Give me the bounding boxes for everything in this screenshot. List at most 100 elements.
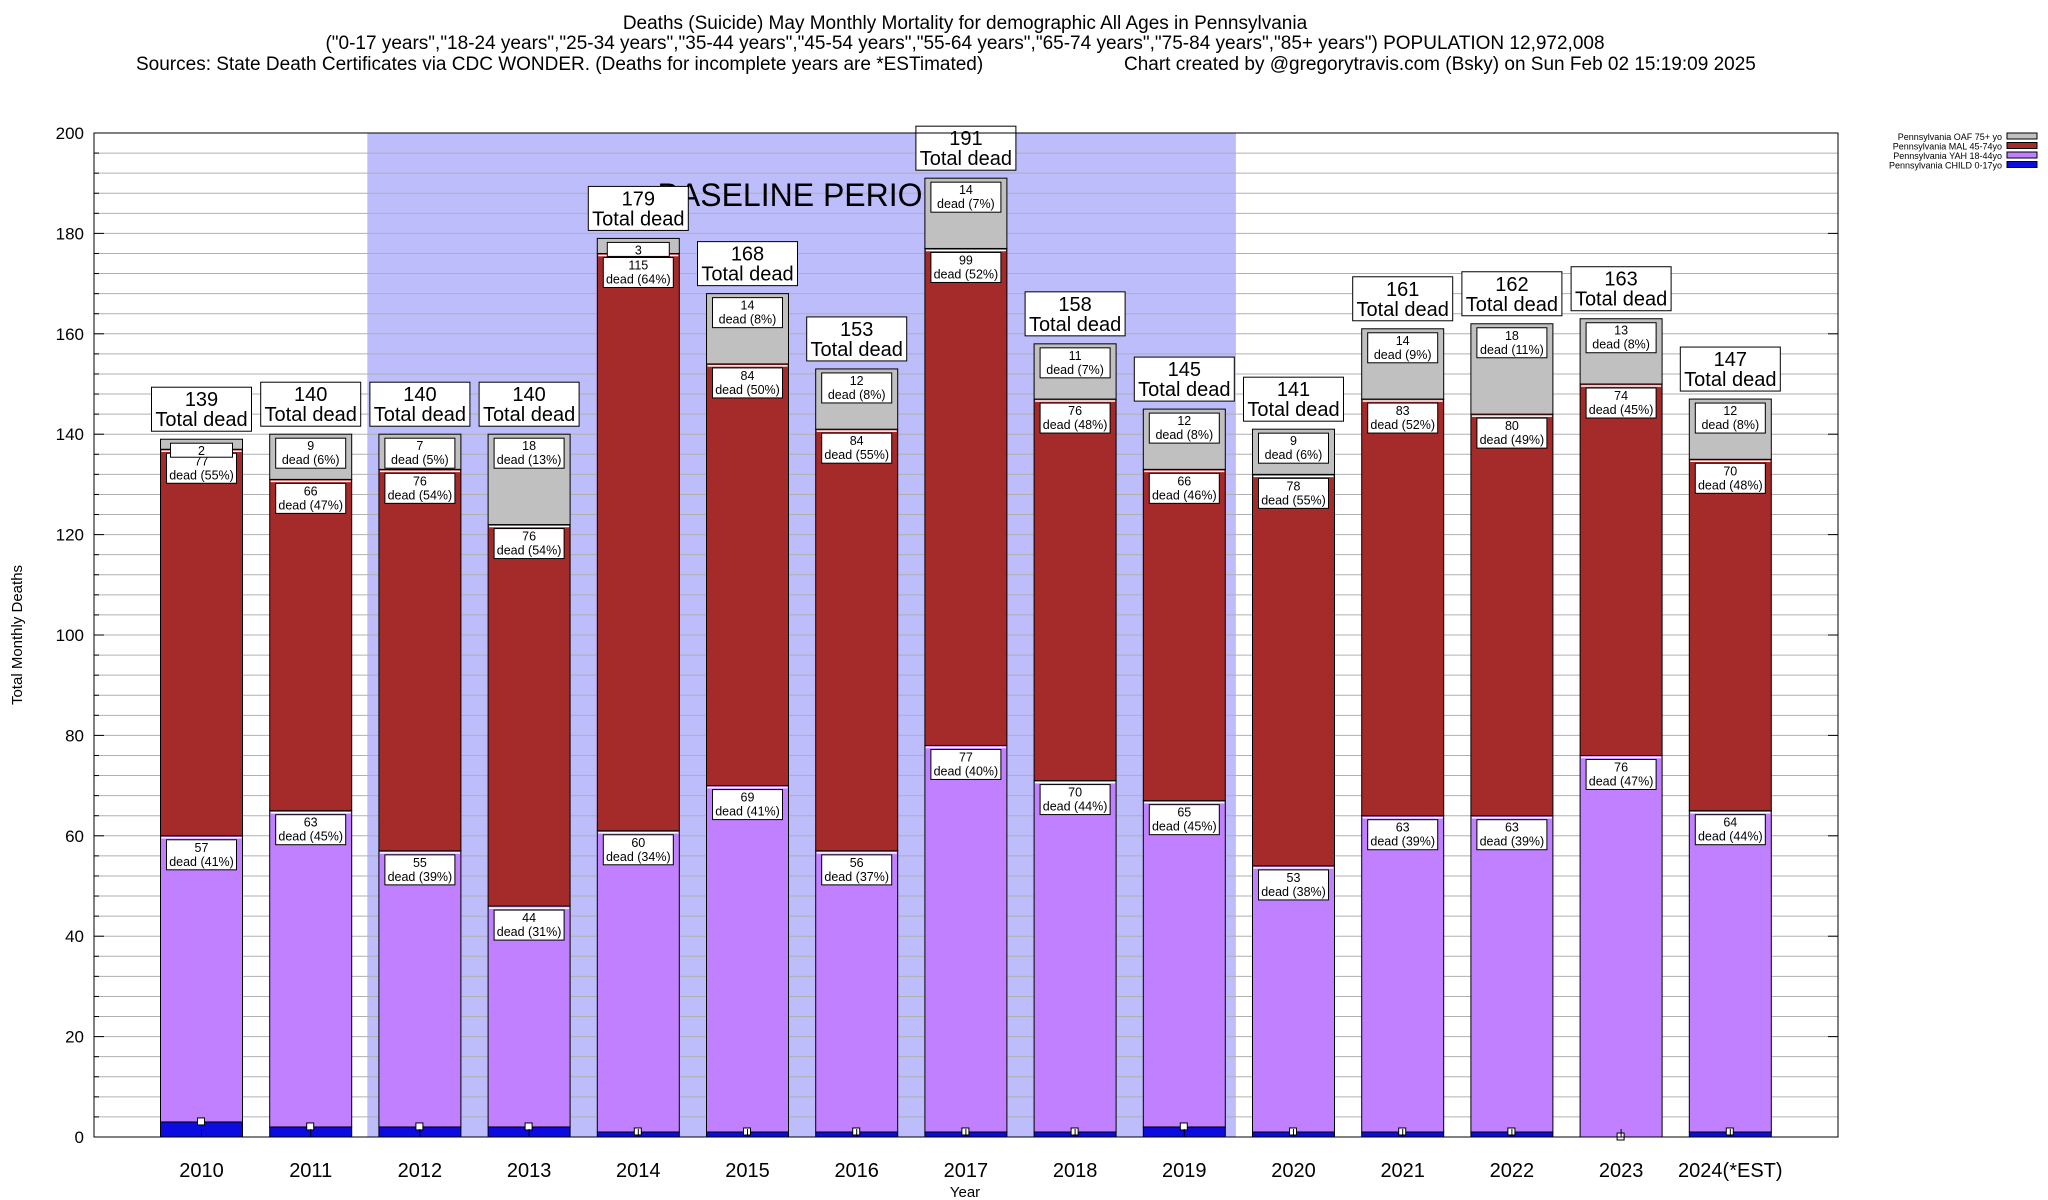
segment-percent-label: dead (55%): [824, 448, 889, 462]
total-value-label: 141: [1277, 379, 1310, 401]
segment-value-label: 7: [416, 439, 423, 453]
segment-value-label: 9: [307, 439, 314, 453]
bar-segment: [160, 448, 243, 837]
baseline-label: BASELINE PERIOD: [658, 177, 946, 213]
segment-percent-label: dead (7%): [937, 197, 995, 211]
bar-segment: [269, 810, 353, 1128]
total-suffix-label: Total dead: [811, 339, 903, 361]
child-marker: [197, 1117, 205, 1126]
total-label-box: [587, 185, 689, 231]
total-value-label: 158: [1058, 294, 1091, 316]
chart-sources: Sources: State Death Certificates via CD…: [136, 54, 984, 75]
bar-segment: [1142, 800, 1226, 1128]
segment-label-box: [1585, 322, 1657, 354]
legend-swatch: [2006, 132, 2038, 140]
segment-value-label: 115: [628, 258, 648, 272]
segment-label-box: [930, 251, 1002, 283]
total-suffix-label: Total dead: [1247, 399, 1339, 421]
child-marker: [415, 1122, 424, 1131]
segment-label-box: [821, 432, 893, 464]
total-label-box: [1133, 356, 1235, 402]
bar-segment: [1579, 754, 1663, 1138]
segment-label-box: [1258, 477, 1329, 509]
segment-percent-label: dead (11%): [1480, 343, 1544, 357]
segment-value-label: 56: [850, 856, 864, 870]
total-suffix-label: Total dead: [155, 409, 247, 431]
total-suffix-label: Total dead: [1684, 369, 1776, 391]
segment-label-box: [602, 834, 674, 866]
segment-value-label: 53: [1287, 871, 1301, 885]
segment-percent-label: dead (8%): [828, 388, 886, 402]
child-marker: [524, 1122, 533, 1131]
total-value-label: 163: [1604, 269, 1637, 291]
legend-swatch: [2006, 151, 2038, 159]
bar-segment: [1033, 398, 1117, 782]
segment-percent-label: dead (5%): [391, 453, 449, 467]
total-suffix-label: Total dead: [374, 404, 466, 426]
x-tick-label: 2016: [834, 1160, 879, 1182]
segment-label-box: [1585, 758, 1657, 790]
bar-segment: [924, 247, 1008, 746]
segment-label-box: [275, 482, 347, 514]
segment-label-box: [493, 528, 565, 560]
segment-value-label: 66: [1177, 474, 1191, 488]
segment-value-label: 2: [198, 444, 205, 458]
y-tick-label: 0: [75, 1128, 84, 1147]
total-value-label: 162: [1495, 274, 1528, 296]
segment-value-label: 84: [850, 434, 864, 448]
y-tick-label: 120: [56, 526, 84, 545]
x-tick-label: 2022: [1490, 1160, 1535, 1182]
total-label-box: [1024, 291, 1126, 337]
segment-label-box: [930, 748, 1002, 780]
total-value-label: 140: [512, 384, 545, 406]
y-tick-label: 200: [56, 124, 84, 143]
segment-percent-label: dead (45%): [1152, 820, 1217, 834]
total-suffix-label: Total dead: [920, 148, 1012, 170]
segment-percent-label: dead (44%): [1698, 830, 1763, 844]
bar-segment: [378, 850, 462, 1128]
segment-percent-label: dead (37%): [824, 870, 889, 884]
segment-label-box: [1148, 472, 1220, 504]
total-value-label: 161: [1386, 279, 1419, 301]
bar-segment: [706, 363, 789, 787]
total-suffix-label: Total dead: [1138, 379, 1230, 401]
bar-segment: [269, 478, 353, 812]
x-tick-label: 2024(*EST): [1678, 1160, 1783, 1182]
segment-percent-label: dead (34%): [606, 850, 671, 864]
total-value-label: 147: [1714, 349, 1747, 371]
x-tick-label: 2010: [179, 1160, 224, 1182]
bar-segment: [1033, 780, 1117, 1133]
segment-value-label: 63: [1396, 821, 1410, 835]
segment-value-label: 14: [959, 183, 973, 197]
segment-value-label: 63: [1505, 821, 1519, 835]
y-tick-label: 80: [65, 726, 84, 745]
segment-label-box: [1039, 784, 1111, 816]
bar-segment: [815, 428, 899, 852]
bar-segment: [596, 252, 680, 832]
segment-value-label: 64: [1723, 816, 1737, 830]
chart-title-line-1: Deaths (Suicide) May Monthly Mortality f…: [622, 13, 1308, 34]
segment-value-label: 63: [304, 816, 318, 830]
bar-segment: [1579, 383, 1663, 756]
x-tick-label: 2011: [289, 1160, 332, 1182]
segment-value-label: 70: [1068, 786, 1082, 800]
total-label-box: [697, 241, 798, 287]
segment-value-label: 3: [635, 243, 642, 257]
segment-percent-label: dead (47%): [278, 498, 343, 512]
segment-value-label: 77: [959, 750, 973, 764]
segment-percent-label: dead (52%): [1370, 418, 1435, 432]
segment-value-label: 14: [741, 299, 755, 313]
bar-segment: [1688, 458, 1772, 812]
segment-label-box: [1148, 804, 1220, 836]
segment-label-box: [384, 437, 456, 469]
bar-segment: [160, 835, 243, 1123]
bar-segment: [1470, 815, 1554, 1133]
segment-value-label: 76: [1068, 404, 1082, 418]
total-label-box: [260, 381, 362, 427]
segment-label-box: [1258, 869, 1329, 901]
bar-segment: [1361, 815, 1445, 1133]
total-suffix-label: Total dead: [1357, 299, 1449, 321]
segment-value-label: 57: [195, 841, 209, 855]
segment-label-box: [1476, 819, 1548, 851]
bar-segment: [1252, 865, 1335, 1133]
